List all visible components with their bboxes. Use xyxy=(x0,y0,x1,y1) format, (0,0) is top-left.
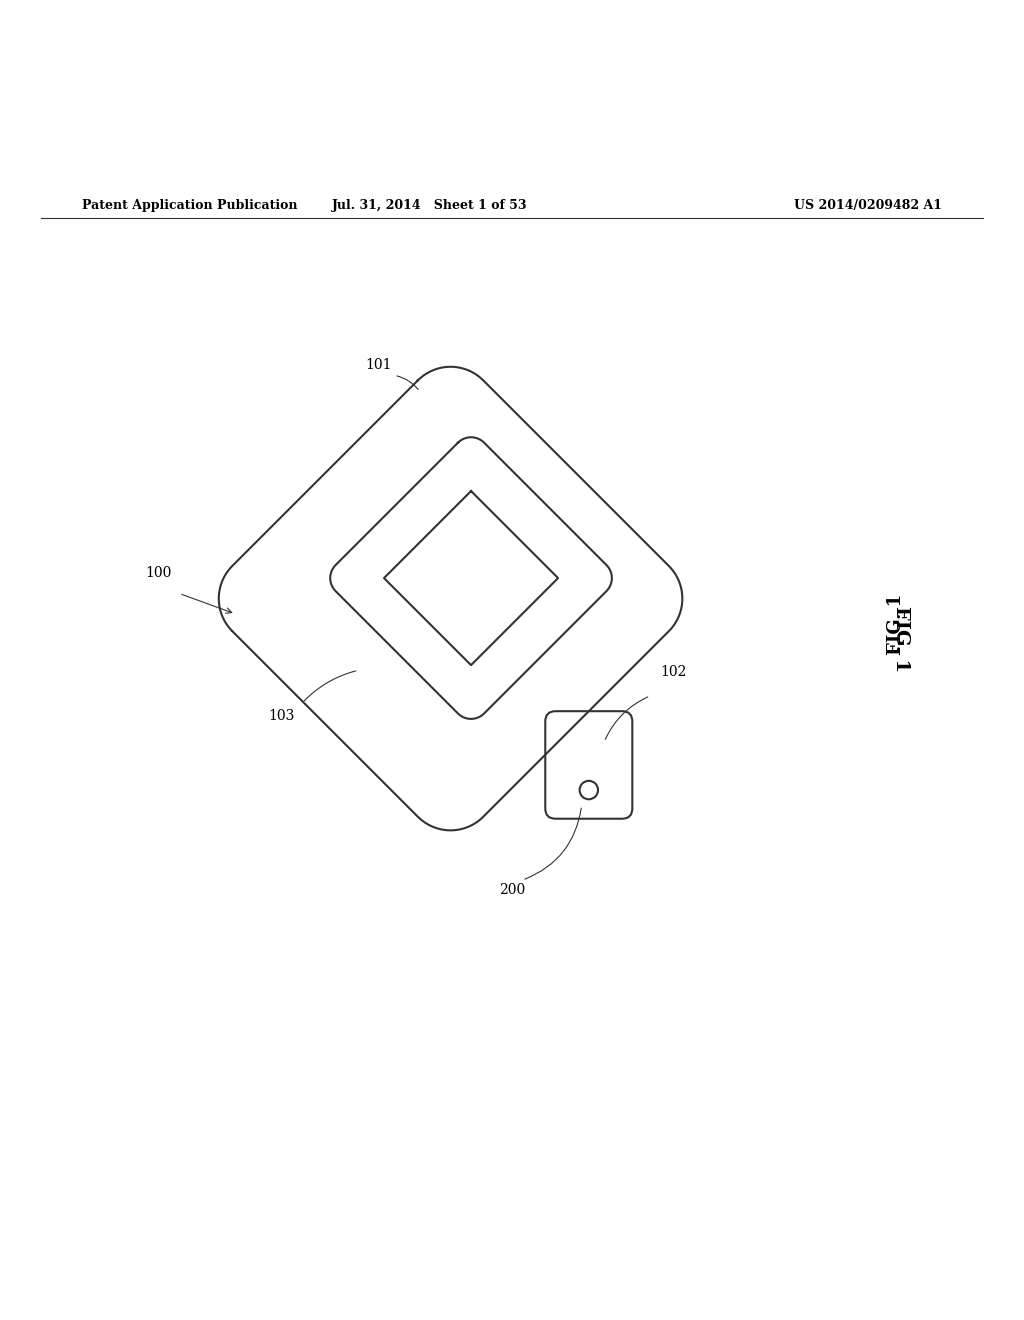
Text: 200: 200 xyxy=(499,883,525,898)
Text: 100: 100 xyxy=(145,566,172,579)
Text: FIG. 1: FIG. 1 xyxy=(892,606,910,673)
Text: 102: 102 xyxy=(660,665,687,680)
Text: 103: 103 xyxy=(268,709,295,723)
FancyBboxPatch shape xyxy=(545,711,632,818)
Text: Jul. 31, 2014   Sheet 1 of 53: Jul. 31, 2014 Sheet 1 of 53 xyxy=(333,199,527,211)
Text: Patent Application Publication: Patent Application Publication xyxy=(82,199,297,211)
Text: 101: 101 xyxy=(366,358,392,372)
Text: US 2014/0209482 A1: US 2014/0209482 A1 xyxy=(794,199,942,211)
Text: FIG. 1: FIG. 1 xyxy=(887,594,905,655)
